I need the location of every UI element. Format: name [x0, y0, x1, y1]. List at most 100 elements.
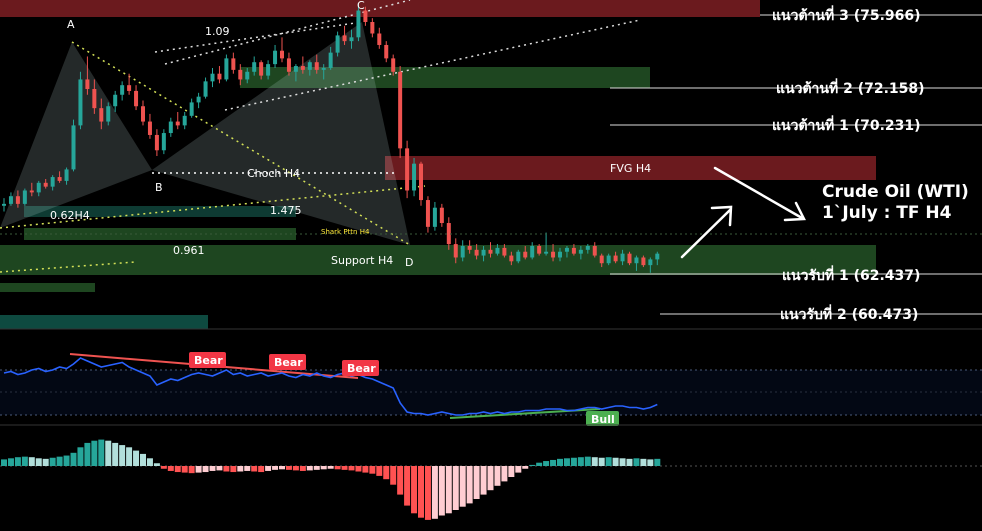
- candle: [585, 245, 590, 250]
- candle: [370, 22, 375, 34]
- histogram-bar: [91, 440, 98, 466]
- histogram-bar: [536, 462, 543, 466]
- candle: [398, 71, 403, 149]
- candle: [238, 69, 243, 80]
- histogram-bar: [438, 466, 445, 516]
- histogram-bar: [640, 458, 647, 466]
- histogram-bar: [487, 466, 494, 491]
- rsi-pane: Bear Bear Bear Bull: [0, 328, 982, 426]
- candle: [182, 115, 187, 126]
- histogram-bar: [195, 466, 202, 473]
- histogram-bar: [7, 458, 14, 466]
- candle: [551, 251, 556, 258]
- green-strip-small: [0, 283, 95, 292]
- candle: [412, 163, 417, 191]
- histogram-bar: [56, 456, 63, 466]
- candle: [22, 190, 27, 204]
- histogram-bar: [146, 458, 153, 466]
- point-c: C: [357, 0, 365, 12]
- teal-zone-2: [0, 315, 208, 329]
- candle: [446, 223, 451, 245]
- zones-layer: [0, 0, 876, 329]
- candle: [523, 251, 528, 258]
- fib-line-low: [0, 261, 136, 273]
- candle: [106, 106, 111, 122]
- fvg-label: FVG H4: [610, 162, 651, 175]
- candle: [606, 255, 611, 264]
- harmonic-pattern: [0, 22, 410, 245]
- candle: [175, 121, 180, 126]
- histogram-bar: [633, 458, 640, 466]
- histogram-bar: [480, 466, 487, 495]
- candle: [307, 62, 312, 70]
- histogram-bar: [98, 439, 105, 466]
- candle: [168, 121, 173, 134]
- candle: [141, 106, 145, 122]
- candle: [558, 251, 562, 258]
- channel-top-line: [164, 0, 411, 65]
- rsi-line: [3, 357, 658, 416]
- candle: [328, 52, 333, 68]
- histogram-bar: [285, 466, 292, 470]
- histogram-bar: [404, 466, 411, 506]
- fib-line-yellow: [0, 185, 426, 229]
- pattern-annotations: A B C D 1.09 Choch H4 1.475 0.62H4 0.961…: [50, 0, 651, 269]
- candle: [363, 10, 368, 23]
- candle: [356, 10, 361, 38]
- histogram-bar: [411, 466, 418, 514]
- ratio-top: 1.09: [205, 25, 230, 38]
- candle: [259, 62, 264, 76]
- level-label-s2: แนวรับที่ 2 (60.473): [780, 304, 918, 323]
- histogram-bar: [570, 457, 577, 466]
- candle: [425, 200, 430, 227]
- candle: [439, 207, 444, 224]
- histogram-bar: [341, 466, 348, 470]
- candle: [314, 62, 319, 70]
- histogram-bar: [543, 461, 550, 466]
- candle: [620, 253, 625, 262]
- histogram-bar: [258, 466, 265, 473]
- histogram-bar: [557, 458, 563, 466]
- candle: [189, 102, 194, 116]
- candle: [655, 253, 660, 260]
- candle: [544, 251, 549, 254]
- level-labels: แนวต้านที่ 3 (75.966) แนวต้านที่ 2 (72.1…: [772, 5, 925, 323]
- candle: [564, 247, 569, 252]
- histogram-bar: [383, 466, 390, 480]
- histogram-bar: [160, 466, 167, 469]
- candle: [280, 50, 284, 59]
- arrow-up-head: [710, 205, 733, 227]
- candle: [474, 249, 479, 256]
- candle: [36, 182, 41, 193]
- histogram-bar: [105, 440, 112, 466]
- arrow-up-line: [680, 208, 732, 259]
- histogram-bar: [202, 466, 209, 473]
- candle: [335, 35, 340, 53]
- candle: [384, 44, 389, 59]
- candle: [488, 249, 493, 254]
- arrow-down-line: [713, 166, 804, 220]
- histogram-bar: [188, 466, 195, 474]
- histogram-bar: [584, 456, 591, 466]
- candle: [224, 58, 229, 80]
- level-lines: [0, 14, 982, 315]
- rsi-tag-3-text: Bear: [347, 362, 376, 375]
- candle: [502, 247, 507, 256]
- histogram-bar: [577, 457, 584, 466]
- histogram-bar: [473, 466, 480, 499]
- channel-mid-line: [154, 21, 363, 53]
- ratio-left: 0.62H4: [50, 209, 90, 222]
- histogram-bar: [397, 466, 404, 495]
- candle: [300, 66, 305, 70]
- candle: [571, 247, 576, 254]
- histogram-bar: [306, 466, 313, 471]
- candle: [537, 245, 542, 254]
- candle: [377, 33, 382, 45]
- macd-histogram: [1, 439, 661, 520]
- point-a: A: [67, 18, 75, 31]
- candle: [321, 67, 326, 70]
- candle: [245, 71, 250, 80]
- histogram-bar: [42, 458, 49, 466]
- candle: [495, 247, 500, 254]
- histogram-bar: [140, 453, 146, 466]
